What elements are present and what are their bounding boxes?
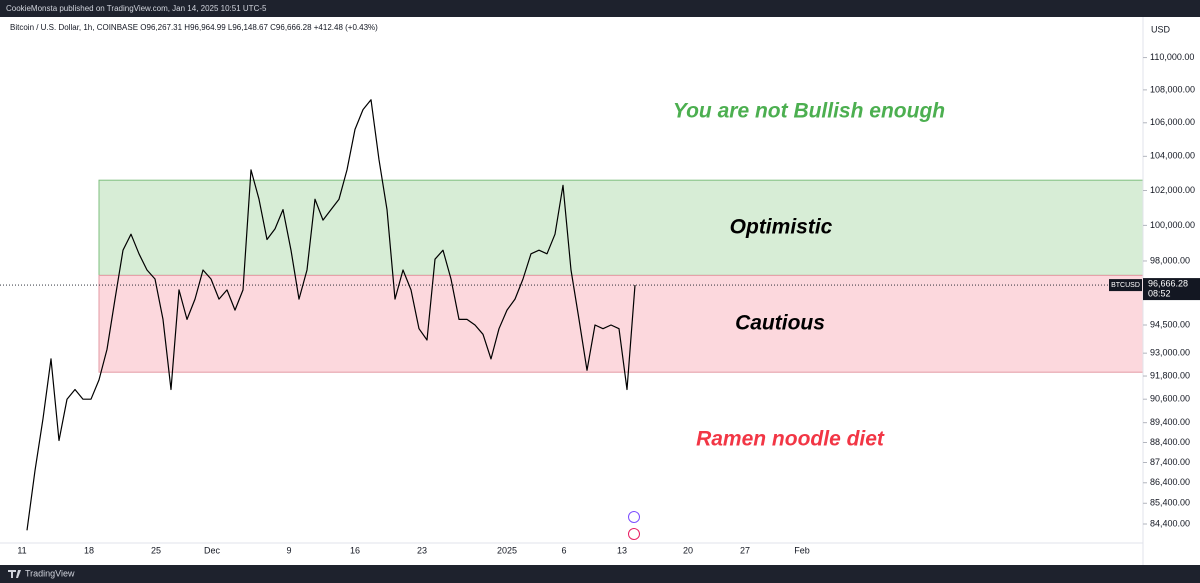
y-tick-label: 85,400.00: [1150, 498, 1190, 508]
y-tick-label: 93,000.00: [1150, 348, 1190, 358]
y-tick-label: 89,400.00: [1150, 417, 1190, 427]
x-tick-label: 9: [286, 545, 291, 555]
y-tick-label: 91,800.00: [1150, 370, 1190, 380]
icon: [628, 528, 640, 540]
bottom-bar: [0, 565, 1200, 583]
header: CookieMonsta published on TradingView.co…: [6, 4, 267, 13]
annotation: You are not Bullish enough: [673, 100, 945, 123]
y-tick-label: 90,600.00: [1150, 394, 1190, 404]
y-tick-label: 98,000.00: [1150, 255, 1190, 265]
annotation: Ramen noodle diet: [696, 428, 885, 451]
currency: USD: [1151, 24, 1171, 34]
y-tick-label: 88,400.00: [1150, 437, 1190, 447]
footer: TradingView: [25, 568, 75, 578]
x-tick-label: 6: [561, 545, 566, 555]
y-tick-label: 110,000.00: [1150, 52, 1194, 62]
y-tick-label: 108,000.00: [1150, 84, 1195, 94]
top-bar: [0, 0, 1200, 17]
x-tick-label: 18: [84, 545, 94, 555]
x-tick-label: 2025: [497, 545, 517, 555]
legend: Bitcoin / U.S. Dollar, 1h, COINBASE O96,…: [10, 23, 378, 32]
last-price-label: 96,666.28: [1148, 278, 1188, 288]
x-tick-label: 16: [350, 545, 360, 555]
y-tick-label: 94,500.00: [1150, 319, 1190, 329]
y-tick-label: 102,000.00: [1150, 185, 1195, 195]
x-tick-label: 13: [617, 545, 627, 555]
icons: [628, 511, 640, 540]
x-tick-label: 11: [17, 545, 26, 555]
y-tick-label: 86,400.00: [1150, 477, 1190, 487]
zone: [98, 179, 1144, 276]
y-tick-label: 84,400.00: [1150, 518, 1190, 528]
x-tick-label: 25: [151, 545, 161, 555]
countdown: 08:52: [1148, 288, 1171, 298]
icon: [628, 511, 640, 523]
price-line: [26, 99, 636, 531]
x-tick-label: 23: [417, 545, 427, 555]
x-tick-label: 27: [740, 545, 750, 555]
zone-label: Optimistic: [730, 215, 833, 238]
y-tick-label: 87,400.00: [1150, 457, 1190, 467]
price-box: [1143, 278, 1200, 301]
y-tick-label: 104,000.00: [1150, 151, 1195, 161]
zone-label: Cautious: [735, 311, 825, 334]
symbol-box: [1109, 279, 1142, 292]
x-tick-label: Feb: [794, 545, 810, 555]
zone: [98, 274, 1144, 373]
x-tick-label: Dec: [204, 545, 221, 555]
symbol-label: BTCUSD: [1111, 282, 1140, 289]
x-tick-label: 20: [683, 545, 693, 555]
logo: [8, 570, 21, 578]
y-tick-label: 100,000.00: [1150, 220, 1195, 230]
y-tick-label: 106,000.00: [1150, 117, 1195, 127]
